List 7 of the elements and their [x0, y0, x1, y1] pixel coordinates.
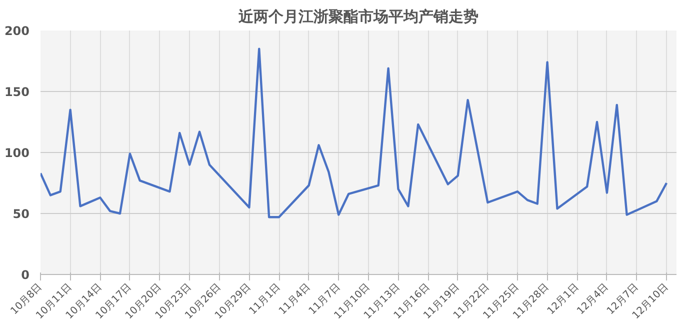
- y-tick-label: 200: [4, 24, 30, 38]
- line-series: [40, 48, 668, 218]
- y-tick-label: 100: [4, 146, 30, 160]
- chart-title: 近两个月江浙聚酯市场平均产销走势: [238, 8, 478, 26]
- y-tick-label: 150: [4, 85, 30, 99]
- y-tick-label: 50: [12, 207, 30, 221]
- y-tick-label: 0: [21, 268, 30, 282]
